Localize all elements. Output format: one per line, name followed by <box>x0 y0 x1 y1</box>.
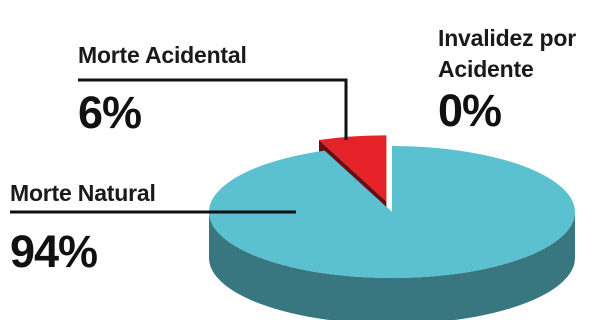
morte-acidental-label: Morte Acidental <box>78 42 247 69</box>
invalidez-value: 0% <box>438 88 501 133</box>
invalidez-label-line1: Invalidez por <box>438 25 576 52</box>
invalidez-label-line2: Acidente <box>438 56 534 83</box>
morte-acidental-value: 6% <box>78 90 141 135</box>
morte-natural-value: 94% <box>10 229 97 274</box>
morte-natural-label: Morte Natural <box>10 180 156 207</box>
